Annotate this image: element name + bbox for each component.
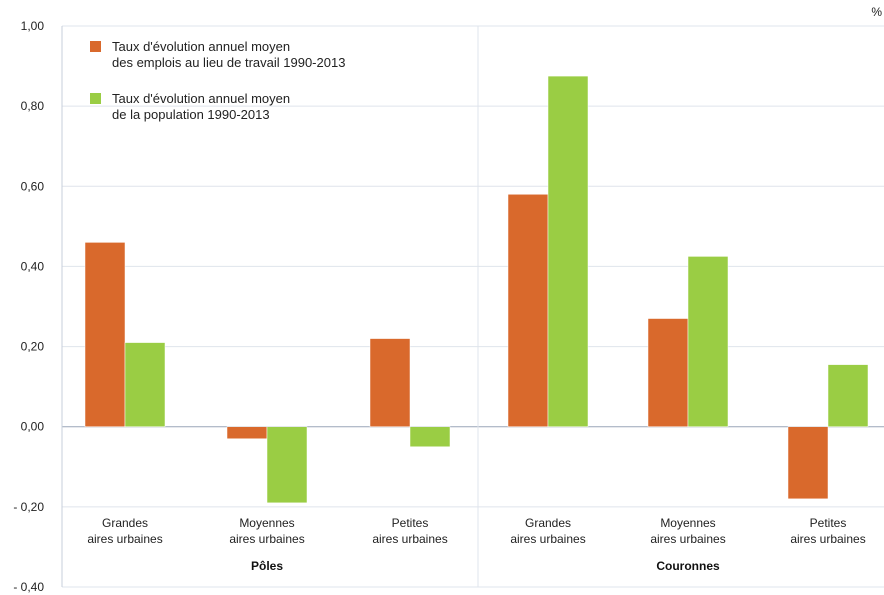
gridlines: [62, 25, 884, 588]
y-tick-label: 0,40: [21, 259, 45, 273]
x-category-label: aires urbaines: [510, 532, 585, 546]
group-label: Couronnes: [656, 559, 720, 573]
y-tick-label: 0,20: [21, 340, 45, 354]
x-category-label: Moyennes: [660, 516, 715, 530]
legend-label: Taux d'évolution annuel moyen: [112, 39, 290, 54]
bar-emplois-4: [647, 318, 689, 427]
x-category-label: aires urbaines: [229, 532, 304, 546]
x-category-label: aires urbaines: [790, 532, 865, 546]
bar-population-4: [687, 256, 729, 427]
y-axis: 1,00 0,80 0,60 0,40 0,20 0,00 - 0,20 - 0,40: [13, 19, 63, 594]
x-category-label: aires urbaines: [372, 532, 447, 546]
legend-label: des emplois au lieu de travail 1990-2013: [112, 55, 345, 70]
bars: [84, 75, 869, 504]
legend-label: Taux d'évolution annuel moyen: [112, 91, 290, 106]
x-category-label: aires urbaines: [650, 532, 725, 546]
unit-label: %: [871, 5, 882, 19]
y-tick-label: 0,60: [21, 179, 45, 193]
bar-emplois-2: [369, 338, 411, 427]
legend-swatch: [90, 41, 101, 52]
bar-population-2: [409, 426, 451, 448]
x-axis: Grandes aires urbaines Moyennes aires urbai…: [87, 516, 865, 573]
y-tick-label: - 0,40: [13, 580, 44, 594]
y-tick-label: 0,00: [21, 420, 45, 434]
y-tick-label: 1,00: [21, 19, 45, 33]
x-category-label: Grandes: [102, 516, 148, 530]
bar-population-3: [547, 75, 589, 427]
bar-population-0: [124, 342, 166, 427]
bar-emplois-0: [84, 242, 126, 427]
bar-emplois-3: [507, 194, 549, 427]
x-category-label: Grandes: [525, 516, 571, 530]
legend-swatch: [90, 93, 101, 104]
group-label: Pôles: [251, 559, 283, 573]
bar-emplois-5: [787, 426, 829, 500]
x-category-label: Petites: [810, 516, 847, 530]
x-category-label: Moyennes: [239, 516, 294, 530]
y-tick-label: 0,80: [21, 99, 45, 113]
x-category-label: aires urbaines: [87, 532, 162, 546]
x-category-label: Petites: [392, 516, 429, 530]
bar-population-1: [266, 426, 308, 504]
y-tick-label: - 0,20: [13, 500, 44, 514]
bar-population-5: [827, 364, 869, 427]
legend-label: de la population 1990-2013: [112, 107, 270, 122]
bar-emplois-1: [226, 426, 268, 439]
